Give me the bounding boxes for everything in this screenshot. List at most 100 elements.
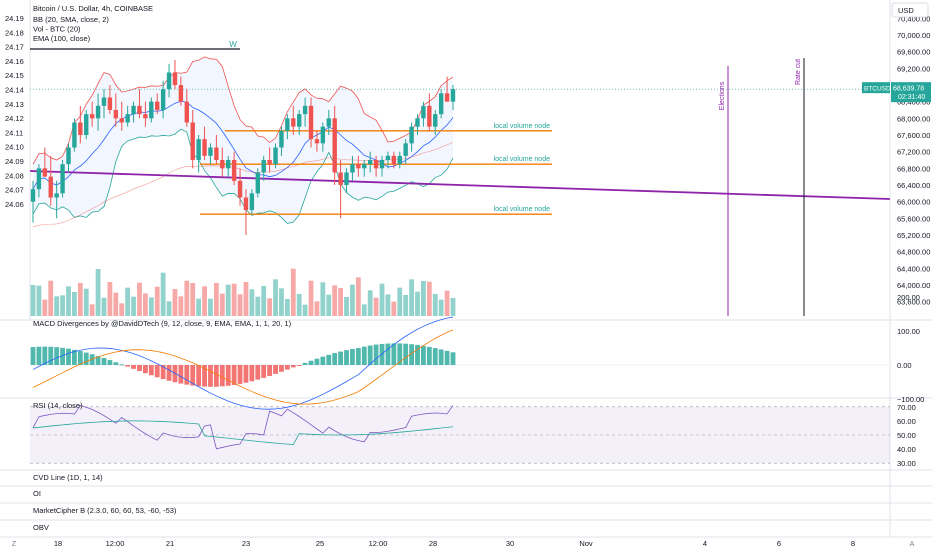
indicator-legend[interactable]: EMA (100, close): [33, 34, 91, 43]
candle-body[interactable]: [113, 110, 119, 119]
currency-button[interactable]: [891, 2, 929, 18]
candle-body[interactable]: [172, 72, 178, 86]
candle-body[interactable]: [291, 118, 296, 127]
candle-body[interactable]: [78, 122, 83, 136]
candle-body[interactable]: [356, 164, 361, 169]
time-axis-label: 8: [851, 539, 855, 548]
candle-body[interactable]: [326, 118, 331, 127]
candle-body[interactable]: [190, 122, 195, 161]
candle-body[interactable]: [273, 147, 278, 165]
collapsed-pane-title[interactable]: OI: [33, 489, 41, 498]
candle-body[interactable]: [66, 147, 71, 165]
candle-body[interactable]: [160, 89, 166, 110]
left-axis-label: 24.19: [5, 14, 24, 23]
candle-body[interactable]: [267, 160, 272, 165]
candle-body[interactable]: [214, 147, 219, 161]
collapsed-pane-title[interactable]: CVD Line (1D, 1, 14): [33, 473, 103, 482]
collapsed-pane-title[interactable]: MarketCipher B (2.3.0, 60, 60, 53, -60, …: [33, 506, 177, 515]
candle-body[interactable]: [373, 160, 379, 169]
candle-body[interactable]: [338, 172, 343, 186]
volume-bar: [350, 284, 355, 316]
candle-body[interactable]: [72, 122, 77, 148]
candle-body[interactable]: [125, 114, 130, 123]
candle-body[interactable]: [320, 126, 326, 144]
candle-body[interactable]: [391, 155, 397, 165]
volume-bar: [30, 285, 36, 316]
candle-body[interactable]: [54, 193, 59, 198]
candle-body[interactable]: [421, 105, 426, 119]
time-axis-label: 25: [316, 539, 324, 548]
candle-body[interactable]: [237, 180, 243, 198]
macd-histogram-bar: [54, 347, 60, 365]
candle-body[interactable]: [84, 114, 89, 135]
candle-body[interactable]: [42, 168, 48, 177]
candle-body[interactable]: [131, 105, 136, 115]
candle-body[interactable]: [350, 164, 355, 173]
auto-scale-icon[interactable]: A: [910, 541, 915, 548]
candle-body[interactable]: [155, 101, 160, 110]
volume-bar: [279, 288, 284, 316]
candle-body[interactable]: [231, 160, 237, 181]
volume-bar: [190, 283, 196, 316]
candle-body[interactable]: [95, 105, 101, 119]
candle-body[interactable]: [243, 197, 249, 211]
candle-body[interactable]: [438, 93, 444, 115]
candle-body[interactable]: [332, 118, 337, 173]
candle-body[interactable]: [296, 114, 302, 127]
macd-histogram-bar: [202, 365, 207, 387]
candle-body[interactable]: [367, 160, 373, 165]
candle-body[interactable]: [208, 147, 213, 156]
candle-body[interactable]: [166, 72, 172, 90]
candle-body[interactable]: [308, 105, 314, 140]
candle-body[interactable]: [279, 130, 284, 148]
candle-body[interactable]: [450, 89, 456, 102]
candle-body[interactable]: [48, 176, 53, 198]
candle-body[interactable]: [444, 93, 450, 102]
candle-body[interactable]: [261, 160, 266, 173]
candle-body[interactable]: [178, 85, 184, 102]
volume-bar: [344, 297, 349, 316]
candle-body[interactable]: [36, 168, 42, 190]
candle-body[interactable]: [255, 172, 260, 194]
candle-body[interactable]: [184, 101, 190, 123]
candle-body[interactable]: [149, 101, 154, 119]
candle-body[interactable]: [397, 155, 402, 165]
macd-histogram-bar: [355, 348, 361, 365]
collapsed-pane-title[interactable]: OBV: [33, 523, 49, 532]
candle-body[interactable]: [249, 193, 255, 210]
time-axis-label: 18: [54, 539, 62, 548]
volume-bar: [267, 298, 273, 316]
macd-signal-line: [32, 329, 454, 405]
candle-body[interactable]: [379, 160, 385, 169]
candle-body[interactable]: [137, 105, 142, 115]
zoom-reset-icon[interactable]: Z: [12, 541, 17, 548]
candle-body[interactable]: [314, 139, 320, 144]
candle-body[interactable]: [409, 126, 414, 144]
candle-body[interactable]: [30, 189, 36, 202]
candle-body[interactable]: [119, 118, 124, 123]
candle-body[interactable]: [89, 114, 95, 119]
candle-body[interactable]: [60, 164, 65, 194]
candle-body[interactable]: [202, 139, 207, 156]
indicator-legend[interactable]: BB (20, SMA, close, 2): [33, 15, 109, 24]
candle-body[interactable]: [226, 160, 231, 169]
candle-body[interactable]: [433, 114, 438, 127]
candle-body[interactable]: [220, 160, 225, 169]
symbol-title[interactable]: Bitcoin / U.S. Dollar, 4h, COINBASE: [33, 4, 153, 13]
rsi-title[interactable]: RSI (14, close): [33, 401, 83, 410]
indicator-legend[interactable]: Vol - BTC (20): [33, 25, 81, 34]
candle-body[interactable]: [196, 139, 201, 160]
candle-body[interactable]: [107, 97, 113, 111]
candle-body[interactable]: [362, 164, 367, 169]
candle-body[interactable]: [403, 143, 408, 156]
candle-body[interactable]: [344, 172, 349, 186]
candle-body[interactable]: [285, 118, 290, 131]
macd-title[interactable]: MACD Divergences by @DavidDTech (9, 12, …: [33, 319, 292, 328]
candle-body[interactable]: [415, 118, 420, 127]
candle-body[interactable]: [143, 114, 148, 119]
candle-body[interactable]: [302, 105, 308, 115]
candle-body[interactable]: [101, 97, 107, 106]
candle-body[interactable]: [385, 155, 391, 160]
candle-body[interactable]: [427, 105, 432, 127]
